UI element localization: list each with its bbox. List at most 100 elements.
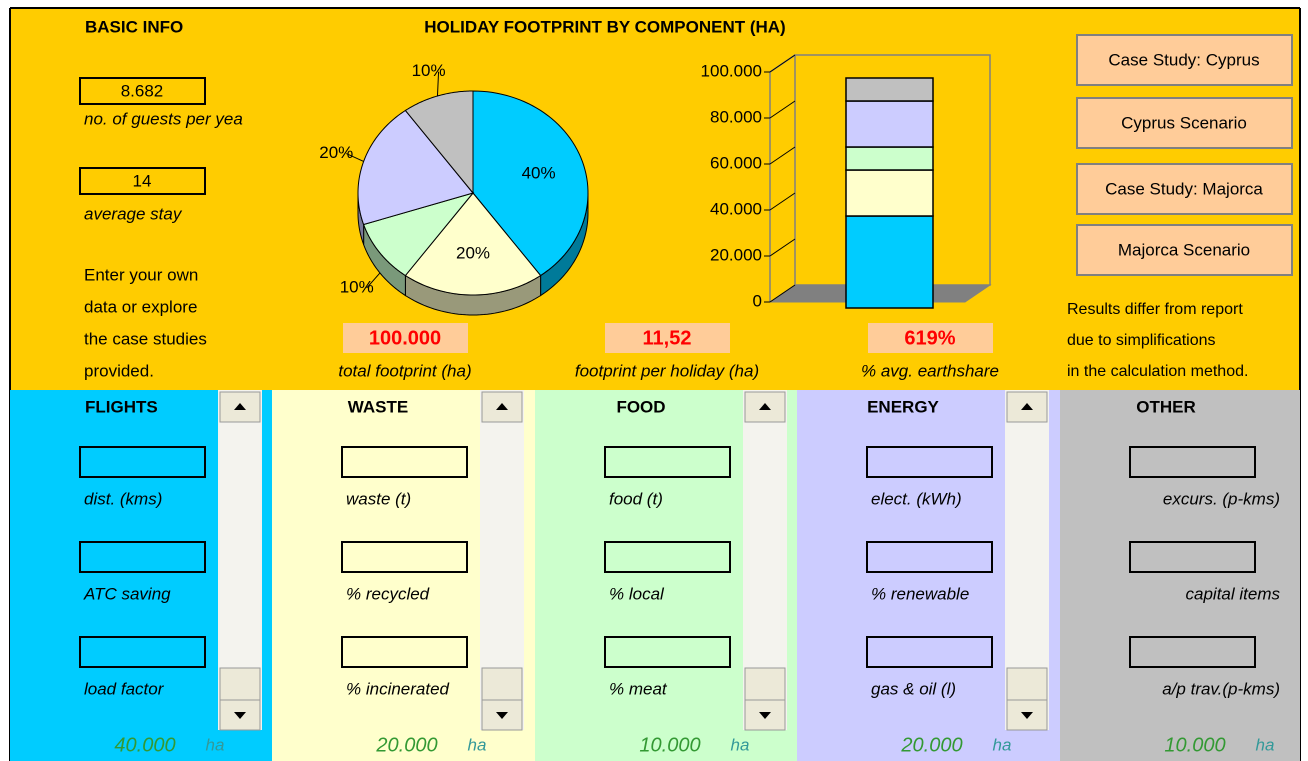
input-box[interactable] [79,167,206,195]
y-tick-label: 80.000 [710,107,762,126]
pie-leader [346,153,364,162]
y-tick-label: 60.000 [710,153,762,172]
bar-segment [845,146,934,171]
input-value: 14 [133,171,152,190]
scenario-button[interactable] [1076,34,1293,86]
input-box[interactable] [341,446,468,478]
stat-value: 100.000 [369,327,441,349]
panel-unit: ha [468,735,487,754]
input-label: capital items [1186,584,1281,603]
stat-box [605,323,730,353]
y-gridline [769,146,796,165]
bar-segment [845,215,934,309]
y-tick-label: 100.000 [701,61,762,80]
pie-label: 20% [456,244,490,263]
y-tick-label: 0 [753,291,762,310]
pie-slice [472,90,589,277]
input-label: % recycled [346,584,430,603]
pie-label: 40% [522,164,556,183]
bar-segment [845,100,934,148]
input-label: ATC saving [83,584,171,603]
input-label: a/p trav.(p-kms) [1162,679,1280,698]
disclaimer-line: due to simplifications [1067,332,1216,349]
button-label: Case Study: Cyprus [1108,50,1259,69]
stat-box [868,323,993,353]
disclaimer-line: in the calculation method. [1067,363,1248,380]
panel-title: WASTE [348,397,408,416]
input-box[interactable] [604,541,731,573]
input-box[interactable] [79,541,206,573]
y-tick-label: 20.000 [710,245,762,264]
panel-title: FLIGHTS [85,397,158,416]
input-box[interactable] [866,636,993,668]
stat-value: 619% [904,327,955,349]
y-tick-label: 40.000 [710,199,762,218]
scroll-arrow [759,403,771,410]
panel-unit: ha [1256,735,1275,754]
y-gridline [769,100,796,119]
scroll-arrow [234,403,246,410]
section-title: BASIC INFO [85,17,183,36]
scroll-arrow [759,712,771,719]
input-label: gas & oil (l) [871,679,956,698]
input-box[interactable] [1129,541,1256,573]
stat-label: footprint per holiday (ha) [575,361,759,380]
y-gridline [769,192,796,211]
scroll-thumb[interactable] [1006,667,1048,701]
input-box[interactable] [866,446,993,478]
scroll-arrow [234,712,246,719]
y-gridline [769,284,796,303]
scenario-button[interactable] [1076,97,1293,149]
pie-leader [436,71,440,97]
panel-total: 10.000 [639,734,700,756]
pie-leader [366,272,381,289]
scroll-arrow [1021,403,1033,410]
scroll-arrow [496,403,508,410]
scroll-arrow [1021,712,1033,719]
bar-segment [845,169,934,217]
input-box[interactable] [1129,446,1256,478]
y-gridline [769,54,796,73]
chart-title: HOLIDAY FOOTPRINT BY COMPONENT (HA) [424,17,785,36]
scroll-thumb[interactable] [219,667,261,701]
button-label: Cyprus Scenario [1121,113,1247,132]
note-line: Enter your own [84,265,198,284]
scroll-thumb[interactable] [481,667,523,701]
input-box[interactable] [79,77,206,105]
input-label: % renewable [871,584,969,603]
input-box[interactable] [341,541,468,573]
input-label: % incinerated [346,679,450,698]
panel-title: OTHER [1136,397,1196,416]
panel-title: ENERGY [867,397,939,416]
note-line: the case studies [84,329,207,348]
input-box[interactable] [604,636,731,668]
scenario-button[interactable] [1076,224,1293,276]
input-value: 8.682 [121,81,164,100]
panel-total: 40.000 [114,734,175,756]
input-box[interactable] [1129,636,1256,668]
bar-segment [845,77,934,102]
stat-value: 11,52 [643,327,692,349]
input-box[interactable] [604,446,731,478]
input-label: load factor [84,679,165,698]
input-box[interactable] [866,541,993,573]
input-box[interactable] [341,636,468,668]
scroll-thumb[interactable] [744,667,786,701]
input-box[interactable] [79,446,206,478]
pie-slice [357,109,474,226]
disclaimer-line: Results differ from report [1067,301,1243,318]
input-label: elect. (kWh) [871,489,962,508]
panel-total: 10.000 [1164,734,1225,756]
panel-unit: ha [206,735,225,754]
pie-slice [404,192,542,296]
scenario-button[interactable] [1076,163,1293,215]
button-label: Majorca Scenario [1118,240,1250,259]
button-label: Case Study: Majorca [1105,179,1263,198]
panel-title: FOOD [616,397,665,416]
scroll-up-button[interactable] [1006,391,1048,423]
input-label: % local [609,584,665,603]
input-label: food (t) [609,489,663,508]
input-label: dist. (kms) [84,489,162,508]
input-box[interactable] [79,636,206,668]
y-gridline [769,238,796,257]
